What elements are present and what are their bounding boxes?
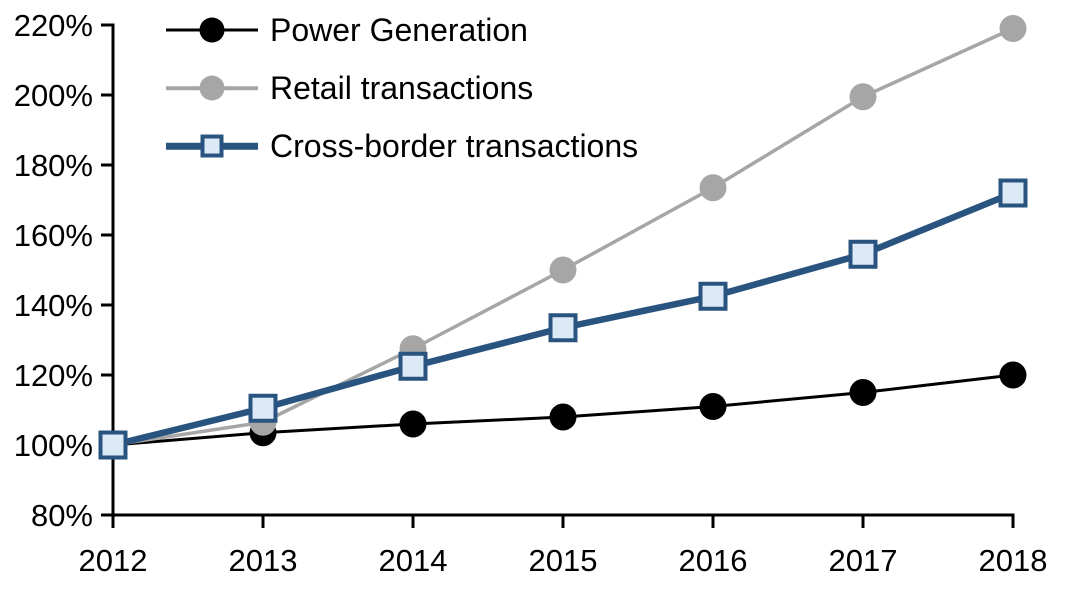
x-tick-label: 2013 bbox=[229, 543, 298, 578]
marker-power-generation-2016 bbox=[699, 393, 727, 420]
y-tick-label: 80% bbox=[31, 498, 93, 533]
legend-line-circle-sample-icon bbox=[166, 15, 258, 45]
y-tick-label: 140% bbox=[14, 288, 93, 323]
legend-item-retail-transactions: Retail transactions bbox=[166, 59, 638, 117]
marker-retail-transactions-2018 bbox=[999, 15, 1027, 42]
marker-cross-border-transactions-2015 bbox=[548, 313, 578, 343]
y-tick-label: 180% bbox=[14, 148, 93, 183]
marker-retail-transactions-2016 bbox=[699, 174, 727, 202]
legend: Power Generation Retail transactions Cro… bbox=[166, 1, 638, 175]
y-tick-label: 220% bbox=[14, 8, 93, 43]
marker-retail-transactions-2015 bbox=[549, 256, 577, 284]
marker-power-generation-2014 bbox=[399, 410, 427, 438]
marker-power-generation-2015 bbox=[549, 403, 577, 431]
y-tick-label: 120% bbox=[14, 358, 93, 393]
x-tick-label: 2018 bbox=[979, 543, 1048, 578]
y-tick-label: 100% bbox=[14, 428, 93, 463]
legend-line-circle-sample-icon bbox=[166, 73, 258, 103]
x-tick-label: 2012 bbox=[79, 543, 148, 578]
legend-line-square-sample-icon bbox=[166, 131, 258, 161]
legend-item-power-generation: Power Generation bbox=[166, 1, 638, 59]
legend-label-retail-transactions: Retail transactions bbox=[270, 70, 534, 106]
legend-item-cross-border-transactions: Cross-border transactions bbox=[166, 117, 638, 175]
marker-cross-border-transactions-2017 bbox=[848, 239, 878, 269]
marker-power-generation-2018 bbox=[999, 361, 1027, 389]
x-tick-label: 2016 bbox=[679, 543, 748, 578]
marker-cross-border-transactions-2014 bbox=[398, 351, 428, 381]
marker-power-generation-2017 bbox=[849, 379, 877, 406]
marker-cross-border-transactions-2012 bbox=[98, 430, 128, 460]
legend-label-cross-border-transactions: Cross-border transactions bbox=[270, 128, 639, 164]
square-marker-icon bbox=[200, 134, 224, 158]
legend-label-power-generation: Power Generation bbox=[270, 12, 528, 48]
y-tick-label: 200% bbox=[14, 78, 93, 113]
marker-cross-border-transactions-2013 bbox=[248, 393, 278, 423]
circle-marker-icon bbox=[199, 17, 225, 43]
marker-retail-transactions-2017 bbox=[849, 83, 877, 111]
marker-cross-border-transactions-2018 bbox=[998, 178, 1028, 208]
circle-marker-icon bbox=[199, 75, 225, 101]
x-tick-label: 2014 bbox=[379, 543, 448, 578]
y-tick-label: 160% bbox=[14, 218, 93, 253]
x-tick-label: 2017 bbox=[829, 543, 898, 578]
x-tick-label: 2015 bbox=[529, 543, 598, 578]
marker-cross-border-transactions-2016 bbox=[698, 281, 728, 311]
